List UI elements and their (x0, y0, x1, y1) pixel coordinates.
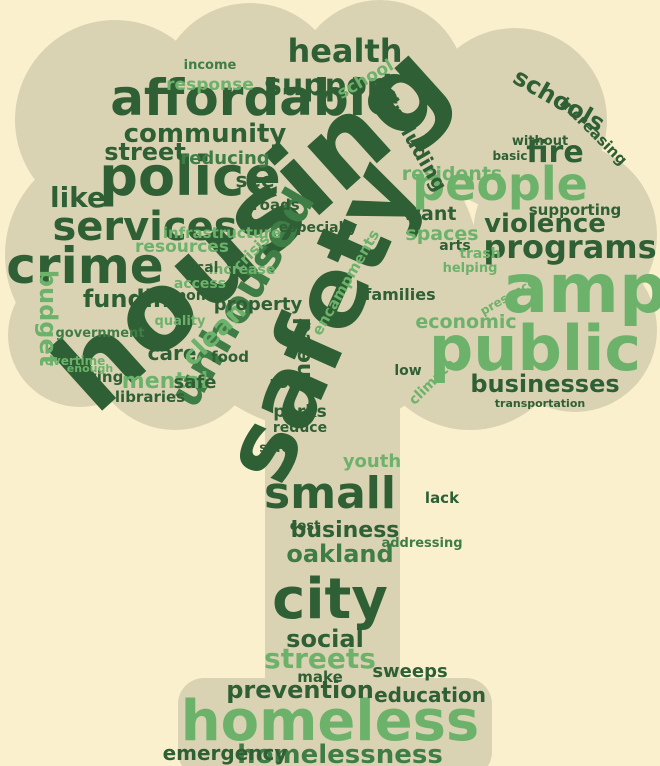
word: emergency (163, 741, 288, 765)
word: response (166, 75, 254, 95)
word: supporting (529, 201, 622, 219)
word: local (182, 260, 219, 276)
word: transportation (495, 397, 585, 410)
word: families (364, 285, 435, 304)
word: oakland (286, 540, 393, 568)
word: low (394, 363, 421, 379)
word: youth (343, 451, 401, 472)
word: like (50, 181, 106, 214)
word: enough (67, 362, 113, 375)
word: libraries (115, 388, 185, 406)
word: property (214, 294, 303, 315)
word: money (172, 288, 225, 304)
word: roads (252, 196, 300, 214)
word: make (297, 668, 343, 686)
word: quality (155, 314, 206, 329)
word: helping (443, 261, 498, 276)
word: city (272, 567, 388, 632)
word: businesses (470, 370, 619, 398)
word: see (235, 168, 274, 192)
word-cloud: housingsafetyaffordablepolicecrimeservic… (0, 0, 660, 766)
word: trash (459, 246, 500, 262)
word: safer (259, 441, 297, 456)
word: economic (415, 311, 516, 333)
word: government (55, 326, 144, 341)
word: food (211, 348, 249, 366)
word: education (374, 683, 486, 707)
word: income (184, 58, 237, 73)
word: parks (273, 402, 326, 422)
word: reduce (273, 420, 327, 436)
word: without (512, 134, 568, 149)
word: reducing (180, 148, 269, 169)
word: basic (492, 149, 527, 163)
word: sweeps (372, 661, 447, 682)
word: budget (34, 270, 62, 366)
word: especially (279, 220, 358, 236)
word: small (264, 468, 396, 519)
word: road (269, 373, 310, 392)
word: lack (425, 489, 460, 507)
word: street (104, 138, 186, 166)
word: addressing (381, 536, 462, 551)
word: want (404, 203, 457, 225)
word: cost (290, 519, 321, 534)
